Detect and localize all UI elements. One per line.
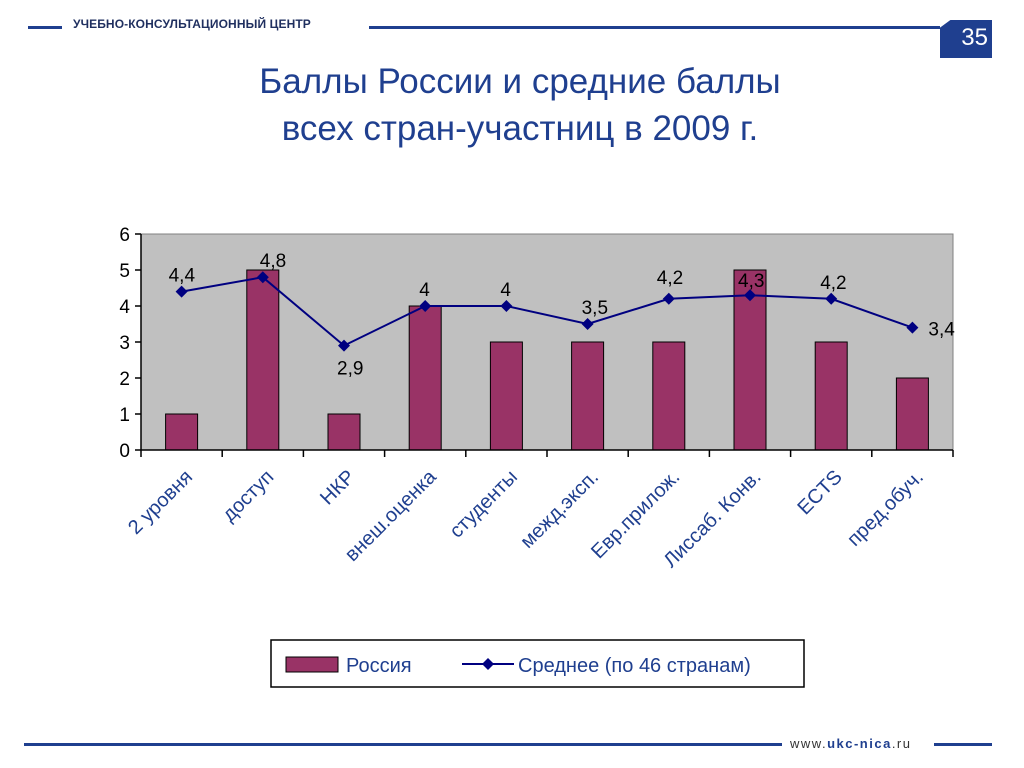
legend [270,639,805,688]
avg-point-5 [581,318,594,330]
footer-rule-left [24,743,782,746]
y-tick-label-1: 1 [119,405,130,426]
bar-8 [814,341,848,451]
footer-url: www.ukc-nica.ru [790,736,911,751]
page-number-badge [940,20,992,58]
avg-data-label-1: 4,8 [260,251,286,272]
avg-point-2 [338,339,350,352]
x-category-label-2: НКР [316,466,359,509]
legend-average-label: Среднее (по 46 странам) [518,655,751,677]
avg-data-label-6: 4,2 [657,268,683,289]
y-tick-label-0: 0 [119,441,130,462]
avg-point-8 [825,292,838,305]
x-category-label-1: доступ [218,466,278,526]
y-tick-label-6: 6 [119,225,130,246]
bar-6 [652,341,686,451]
avg-point-9 [906,321,919,334]
legend-russia-label: Россия [346,655,412,677]
header-rule-right [369,26,940,29]
x-category-label-9: пред.обуч. [843,466,928,551]
avg-point-4 [500,300,513,312]
y-tick-label-2: 2 [119,369,130,390]
y-tick-label-3: 3 [119,333,130,354]
legend-line-marker [482,658,494,670]
x-category-label-5: межд.эксп. [516,466,603,553]
bar-0 [165,413,199,451]
x-category-label-0: 2 уровня [124,466,197,539]
bar-3 [408,305,442,451]
bar-1 [246,269,280,451]
x-category-label-4: студенты [446,466,522,542]
avg-point-3 [419,300,432,312]
avg-data-label-2: 2,9 [337,359,363,380]
avg-data-label-4: 4 [500,280,511,301]
slide-title-line-1: Баллы России и средние баллы [259,62,781,101]
x-category-label-8: ECTS [793,466,846,519]
avg-point-0 [175,285,188,298]
slide-title: Баллы России и средние баллы всех стран-… [0,58,1024,152]
y-tick-label-5: 5 [119,261,130,282]
avg-data-label-0: 4,4 [169,266,196,287]
page-number: 35 [961,24,988,51]
avg-data-label-7: 4,3 [738,271,764,292]
org-name: УЧЕБНО-КОНСУЛЬТАЦИОННЫЙ ЦЕНТР [73,17,311,31]
bar-5 [571,341,605,451]
avg-point-7 [744,289,756,302]
avg-line [181,276,913,347]
y-tick-label-4: 4 [119,297,130,318]
bar-4 [489,341,523,451]
avg-point-6 [662,292,675,305]
avg-data-label-5: 3,5 [582,298,608,319]
footer-rule-right [934,743,992,746]
bar-9 [895,377,929,451]
bar-2 [327,413,361,451]
footer-url-brand: ukc-nica [827,736,892,751]
avg-data-label-3: 4 [419,280,430,301]
header-rule-left [28,26,62,29]
avg-point-1 [256,271,269,284]
avg-data-label-9: 3,4 [928,320,955,341]
footer-url-suffix: .ru [891,736,912,751]
slide-title-line-2: всех стран-участниц в 2009 г. [281,109,759,148]
avg-data-label-8: 4,2 [820,273,846,294]
footer-url-prefix: www. [790,736,828,751]
legend-bar-swatch [285,656,339,673]
